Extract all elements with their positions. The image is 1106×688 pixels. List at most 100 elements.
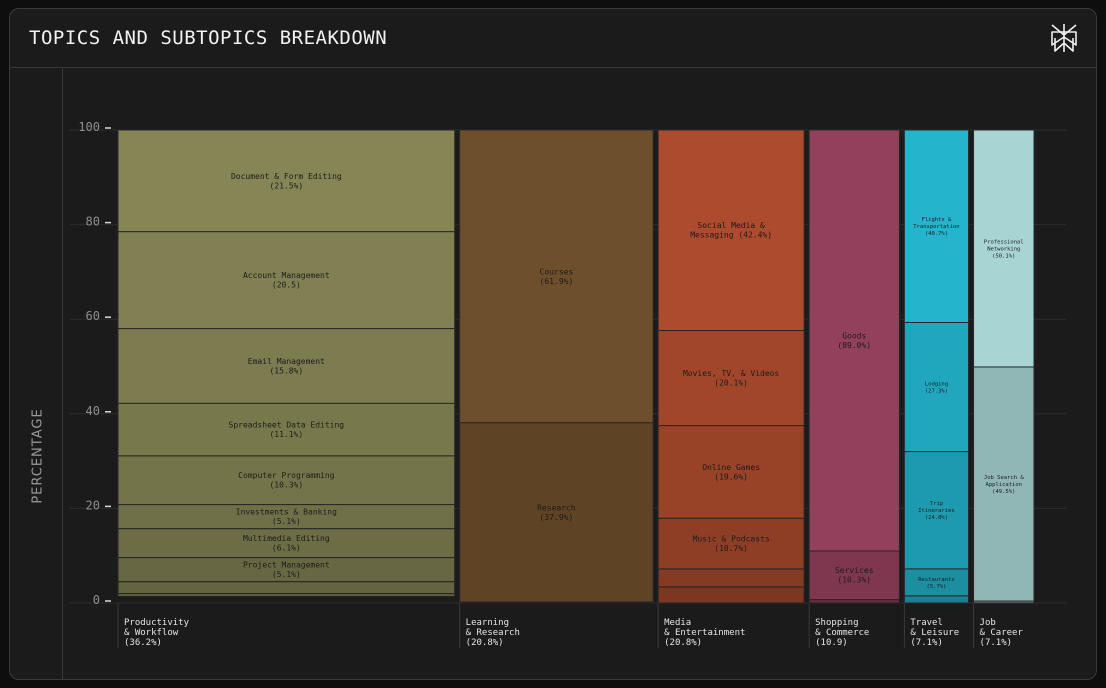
segment-shade	[459, 422, 654, 603]
segment-shade	[118, 581, 455, 594]
segment-label: Professional	[984, 239, 1024, 245]
segment-label: (20.5)	[272, 281, 301, 290]
segment-label: Itineraries	[918, 508, 954, 514]
segment-shade	[809, 599, 900, 603]
segment-shade	[118, 328, 455, 404]
category-label: (10.9)	[815, 638, 848, 648]
segment-bar	[973, 600, 1035, 604]
segment-bar	[459, 601, 654, 604]
category-label: Job	[980, 618, 996, 628]
segment-label: (19.6%)	[714, 472, 748, 481]
segment-label: Research	[537, 503, 576, 512]
category-label: & Commerce	[815, 628, 869, 638]
segment-bar	[903, 451, 970, 570]
segment-shade	[973, 366, 1034, 602]
segment-label: Courses	[540, 267, 574, 276]
category-label: (7.1%)	[910, 638, 943, 648]
segment-bar	[117, 557, 456, 583]
segment-shade	[809, 550, 900, 600]
segment-bar	[903, 568, 970, 597]
segment-label: (6.1%)	[272, 544, 301, 553]
category-label: & Career	[980, 628, 1024, 638]
category-label: & Research	[466, 628, 520, 638]
perplexity-logo-icon	[1051, 24, 1077, 52]
segment-shade	[118, 504, 455, 529]
segment-label: (15.8%)	[269, 366, 303, 375]
segment-bar	[117, 231, 456, 330]
segment-shade	[904, 322, 969, 452]
segment-bar	[808, 550, 900, 601]
category-label: (7.1%)	[980, 638, 1013, 648]
chart-title: TOPICS AND SUBTOPICS BREAKDOWN	[29, 27, 388, 49]
segment-label: Document & Form Editing	[231, 172, 342, 181]
category-label: & Workflow	[124, 628, 179, 638]
segment-label: Music & Podcasts	[693, 535, 770, 544]
segment-shade	[973, 601, 1034, 603]
segment-bar	[903, 595, 970, 604]
y-tick-label: 100	[78, 120, 100, 134]
segment-label: Multimedia Editing	[243, 534, 330, 543]
category-label: Travel	[910, 618, 943, 628]
segment-label: (5.1%)	[272, 570, 301, 579]
segment-bar	[117, 593, 456, 597]
segment-label: (10.3%)	[837, 576, 871, 585]
segment-label: (27.3%)	[925, 388, 948, 394]
segment-shade	[904, 568, 969, 596]
segment-bar	[657, 586, 805, 604]
segment-bar	[117, 129, 456, 233]
segment-label: Job Search &	[984, 475, 1024, 481]
segment-shade	[118, 593, 455, 597]
segment-bar	[973, 366, 1035, 602]
segment-label: (49.5%)	[992, 489, 1015, 495]
segment-bar	[903, 322, 970, 453]
segment-label: Networking	[987, 246, 1020, 252]
segment-shade	[658, 330, 805, 426]
segment-shade	[658, 518, 805, 569]
segment-label: Application	[986, 482, 1022, 488]
segment-bar	[459, 129, 654, 424]
segment-label: Movies, TV, & Videos	[683, 369, 780, 378]
y-tick-label: 20	[86, 498, 100, 512]
y-tick-label: 0	[93, 593, 100, 607]
segment-bar	[657, 517, 805, 570]
category-label: Shopping	[815, 618, 858, 628]
segment-bar	[657, 129, 805, 332]
segment-label: (20.1%)	[714, 379, 748, 388]
segment-label: (61.9%)	[540, 277, 574, 286]
segment-label: Restaurants	[918, 577, 954, 583]
segment-label: (40.7%)	[925, 231, 948, 237]
y-axis-title-column: PERCENTAGE	[10, 68, 63, 679]
segment-bar	[117, 402, 456, 457]
segment-label: (89.0%)	[837, 341, 871, 350]
segment-bar	[903, 129, 970, 324]
segment-label: (50.1%)	[992, 253, 1015, 259]
segment-label: Computer Programming	[238, 471, 335, 480]
segment-shade	[658, 568, 805, 587]
segment-bar	[459, 422, 654, 603]
segment-label: (21.5%)	[269, 181, 303, 190]
segment-label: Goods	[842, 331, 866, 340]
y-tick-label: 40	[86, 404, 100, 418]
category-label: Productivity	[124, 618, 190, 628]
category-label: (20.8%)	[466, 638, 504, 648]
segment-bar	[657, 425, 805, 519]
segment-bar	[973, 129, 1035, 368]
y-tick-label: 80	[86, 215, 100, 229]
category-label: Media	[664, 618, 691, 628]
segment-label: (5.7%)	[927, 584, 947, 590]
segment-shade	[118, 403, 455, 456]
segment-label: (11.1%)	[269, 430, 303, 439]
segment-label: Project Management	[243, 561, 330, 570]
segment-label: Messaging (42.4%)	[690, 231, 772, 240]
segment-label: Email Management	[248, 357, 325, 366]
segment-label: Account Management	[243, 271, 330, 280]
segment-label: Online Games	[702, 463, 760, 472]
segment-shade	[118, 455, 455, 505]
category-label: (36.2%)	[124, 638, 162, 648]
segment-shade	[118, 557, 455, 582]
category-label: Learning	[466, 618, 509, 628]
segment-shade	[904, 595, 969, 603]
segment-bar	[117, 455, 456, 506]
segment-shade	[459, 602, 654, 603]
